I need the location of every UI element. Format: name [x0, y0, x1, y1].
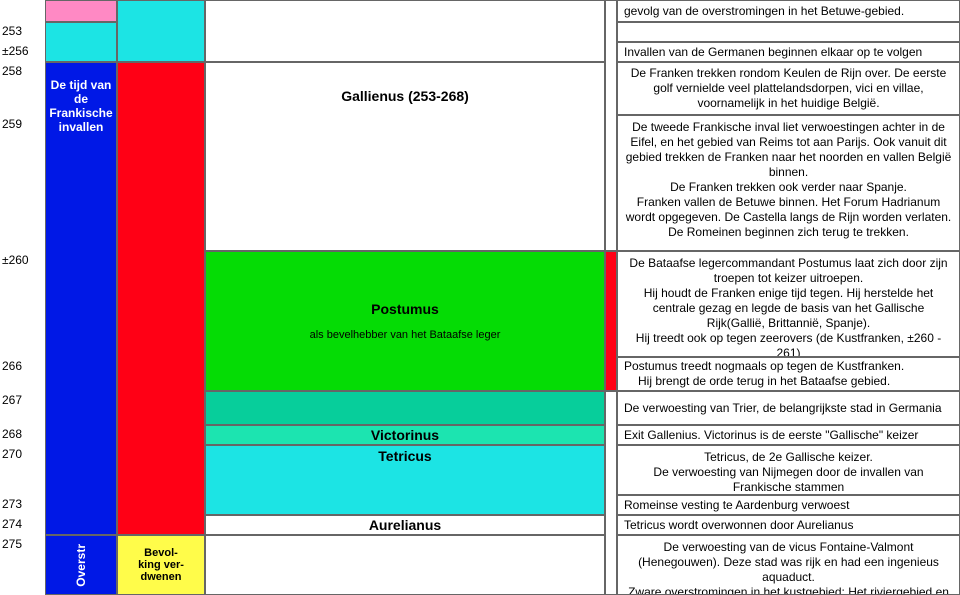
- d11: Tetricus wordt overwonnen door Aurelianu…: [617, 515, 960, 535]
- d4: De tweede Frankische inval liet verwoest…: [617, 115, 960, 251]
- c2-overstr: Overstr: [45, 535, 117, 595]
- d7: De verwoesting van Trier, de belangrijks…: [617, 391, 960, 425]
- c3-red: [117, 62, 205, 535]
- year-column: 253 ±256 258 259 ±260 266 267 268 270 27…: [0, 0, 45, 595]
- d11-text: Tetricus wordt overwonnen door Aurelianu…: [618, 515, 859, 535]
- gallienus-label: Gallienus (253-268): [341, 88, 469, 104]
- c2-blue: De tijd van de Frankische invallen: [45, 62, 117, 535]
- bevolking-label: Bevol- king ver- dwenen: [138, 547, 184, 583]
- c5-a: [605, 0, 617, 251]
- emp-white-top: [205, 0, 605, 62]
- d9-text: Tetricus, de 2e Gallische keizer. De ver…: [618, 446, 959, 495]
- d9: Tetricus, de 2e Gallische keizer. De ver…: [617, 445, 960, 495]
- yr-11: 274: [0, 515, 45, 535]
- d5: De Bataafse legercommandant Postumus laa…: [617, 251, 960, 357]
- d10-text: Romeinse vesting te Aardenburg verwoest: [618, 495, 855, 515]
- d4-text: De tweede Frankische inval liet verwoest…: [618, 116, 959, 244]
- d6-text: Postumus treedt nogmaals op tegen de Kus…: [618, 357, 910, 391]
- d0-text: gevolg van de overstromingen in het Betu…: [618, 0, 910, 22]
- emp-blank-267: [205, 391, 605, 425]
- yr-6: 266: [0, 357, 45, 391]
- yr-1: 253: [0, 22, 45, 42]
- column-3: Bevol- king ver- dwenen: [117, 0, 205, 595]
- emp-tetricus: Tetricus: [205, 445, 605, 515]
- d3-text: De Franken trekken rondom Keulen de Rijn…: [618, 62, 959, 115]
- victorinus-label: Victorinus: [371, 427, 439, 443]
- d6: Postumus treedt nogmaals op tegen de Kus…: [617, 357, 960, 391]
- yr-0: [0, 0, 45, 22]
- postumus-sub: als bevelhebber van het Bataafse leger: [310, 329, 501, 341]
- yr-2: ±256: [0, 42, 45, 62]
- d12-text: De verwoesting van de vicus Fontaine-Val…: [618, 536, 959, 595]
- yr-12: 275: [0, 535, 45, 595]
- tetricus-label: Tetricus: [378, 448, 431, 464]
- emp-aurelianus: Aurelianus: [205, 515, 605, 535]
- c3-yellow: Bevol- king ver- dwenen: [117, 535, 205, 595]
- d1: [617, 22, 960, 42]
- d5-text: De Bataafse legercommandant Postumus laa…: [618, 252, 959, 357]
- d0: gevolg van de overstromingen in het Betu…: [617, 0, 960, 22]
- d2-text: Invallen van de Germanen beginnen elkaar…: [618, 42, 928, 62]
- yr-9: 270: [0, 445, 45, 495]
- d3: De Franken trekken rondom Keulen de Rijn…: [617, 62, 960, 115]
- yr-3: 258: [0, 62, 45, 115]
- yr-5: ±260: [0, 251, 45, 357]
- emperor-column: Gallienus (253-268) Postumus als bevelhe…: [205, 0, 605, 595]
- column-5: [605, 0, 617, 595]
- c5-b: [605, 251, 617, 391]
- d7-text: De verwoesting van Trier, de belangrijks…: [618, 397, 948, 420]
- aurelianus-label: Aurelianus: [369, 517, 441, 533]
- yr-4: 259: [0, 115, 45, 251]
- column-2: De tijd van de Frankische invallen Overs…: [45, 0, 117, 595]
- tijd-label: De tijd van de Frankische invallen: [46, 78, 116, 134]
- c2-cyan: [45, 22, 117, 62]
- d8: Exit Gallenius. Victorinus is de eerste …: [617, 425, 960, 445]
- description-column: gevolg van de overstromingen in het Betu…: [617, 0, 960, 595]
- postumus-label: Postumus: [371, 301, 439, 317]
- c3-cyan: [117, 0, 205, 62]
- yr-10: 273: [0, 495, 45, 515]
- c5-c: [605, 391, 617, 595]
- timeline-table: 253 ±256 258 259 ±260 266 267 268 270 27…: [0, 0, 960, 595]
- d10: Romeinse vesting te Aardenburg verwoest: [617, 495, 960, 515]
- emp-gallienus: Gallienus (253-268): [205, 62, 605, 251]
- overstr-label: Overstr: [74, 544, 88, 587]
- emp-postumus: Postumus als bevelhebber van het Bataafs…: [205, 251, 605, 391]
- d2: Invallen van de Germanen beginnen elkaar…: [617, 42, 960, 62]
- yr-8: 268: [0, 425, 45, 445]
- emp-victorinus: Victorinus: [205, 425, 605, 445]
- c2-pink: [45, 0, 117, 22]
- d8-text: Exit Gallenius. Victorinus is de eerste …: [618, 425, 924, 445]
- emp-bottom: [205, 535, 605, 595]
- yr-7: 267: [0, 391, 45, 425]
- d12: De verwoesting van de vicus Fontaine-Val…: [617, 535, 960, 595]
